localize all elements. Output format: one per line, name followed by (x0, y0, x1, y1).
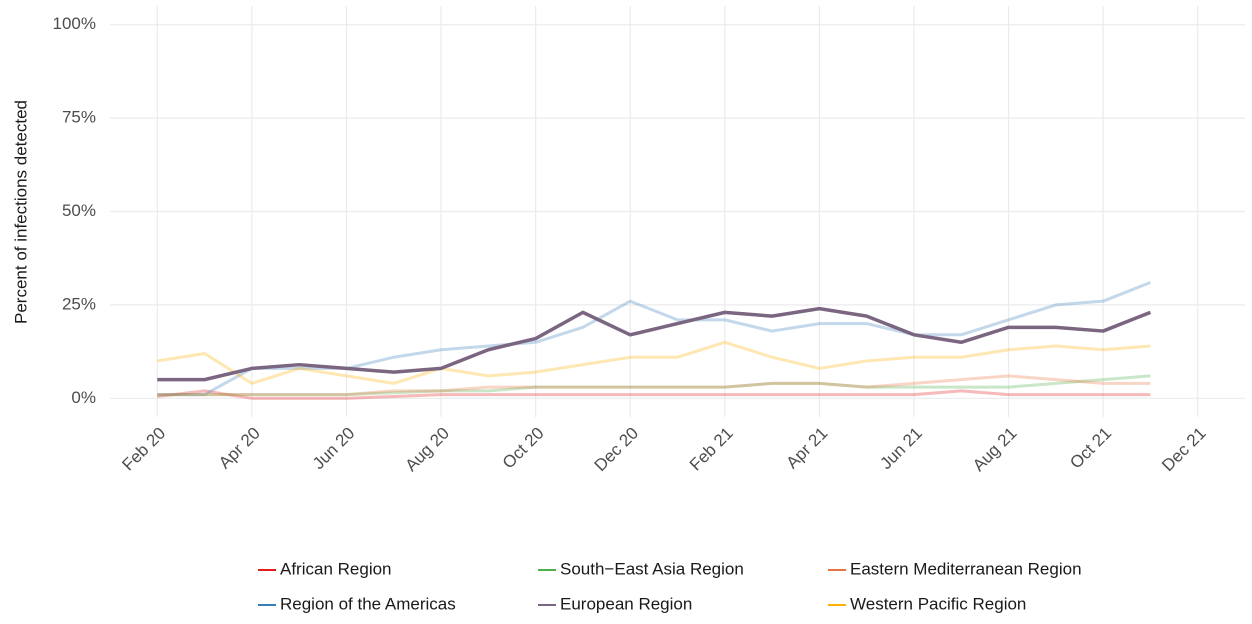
legend-label: European Region (560, 594, 692, 613)
x-tick-label: Feb 20 (118, 424, 169, 475)
x-tick-label: Dec 20 (591, 424, 643, 476)
legend-label: Region of the Americas (280, 594, 456, 613)
series-line (157, 340, 1151, 385)
x-tick-label: Jun 20 (309, 424, 359, 474)
y-tick-label: 75% (62, 108, 96, 127)
x-tick-label: Jun 21 (876, 424, 926, 474)
series-line (157, 306, 1152, 382)
legend-label: Eastern Mediterranean Region (850, 559, 1082, 578)
y-tick-label: 25% (62, 294, 96, 313)
x-tick-label: Apr 21 (783, 424, 832, 473)
y-tick-label: 100% (53, 14, 96, 33)
legend-label: Western Pacific Region (850, 594, 1026, 613)
x-tick-label: Apr 20 (215, 424, 264, 473)
x-tick-label: Oct 20 (499, 424, 548, 473)
x-tick-label: Feb 21 (686, 424, 737, 475)
x-tick-label: Dec 21 (1158, 424, 1210, 476)
legend-label: South−East Asia Region (560, 559, 744, 578)
series-line (157, 281, 1151, 397)
series-line (157, 374, 1151, 397)
legend-label: African Region (280, 559, 392, 578)
x-tick-label: Aug 20 (401, 424, 453, 476)
x-tick-label: Aug 21 (969, 424, 1021, 476)
series-line (157, 389, 1151, 400)
y-tick-label: 50% (62, 201, 96, 220)
y-axis-title: Percent of infections detected (11, 100, 30, 324)
y-tick-label: 0% (71, 388, 96, 407)
x-tick-label: Oct 21 (1066, 424, 1115, 473)
series-line (157, 374, 1151, 397)
